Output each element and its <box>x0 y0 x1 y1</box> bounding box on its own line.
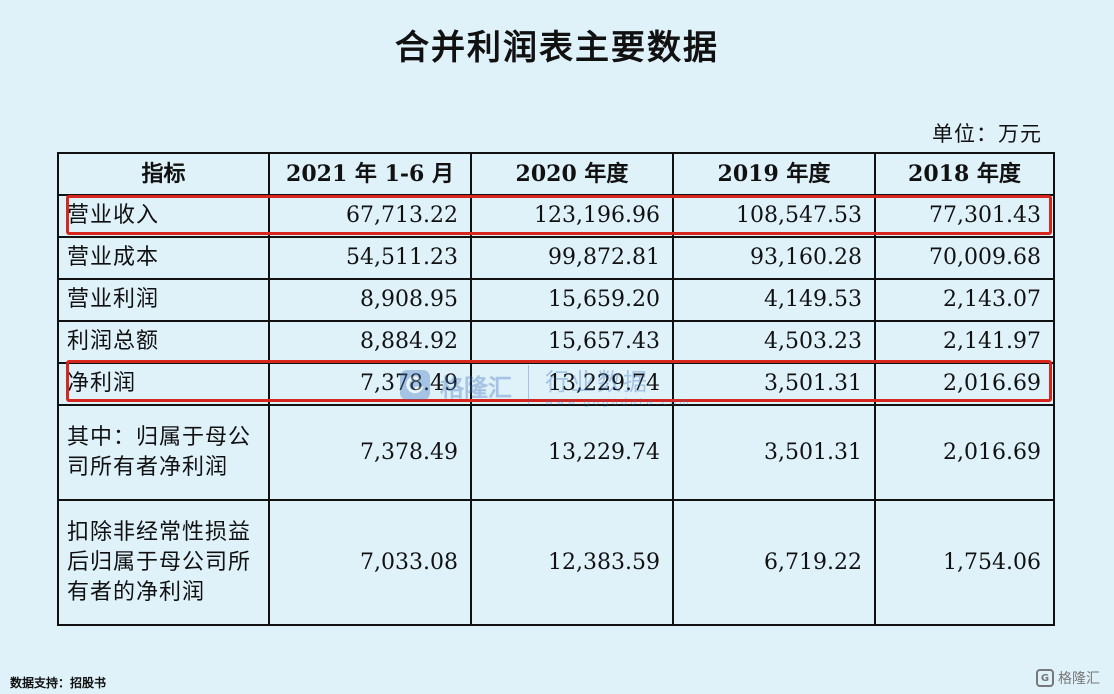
cell-value: 108,547.53 <box>672 194 876 238</box>
highlight-box-net-profit <box>66 360 1052 402</box>
row-label: 利润总额 <box>57 320 270 364</box>
table-header-row: 指标 2021 年 1-6 月 2020 年度 2019 年度 2018 年度 <box>57 152 1055 196</box>
row-label: 扣除非经常性损益后归属于母公司所有者的净利润 <box>57 499 270 626</box>
cell-value: 123,196.96 <box>470 194 674 238</box>
row-label: 营业成本 <box>57 236 270 280</box>
cell-value: 8,908.95 <box>268 278 472 322</box>
cell-value: 2,143.07 <box>874 278 1055 322</box>
unit-label: 单位：万元 <box>932 122 1042 146</box>
row-label: 营业利润 <box>57 278 270 322</box>
cell-value: 77,301.43 <box>874 194 1055 238</box>
table-row: 净利润 7,378.49 13,229.74 3,501.31 2,016.69 <box>57 362 1055 406</box>
cell-value: 15,657.43 <box>470 320 674 364</box>
cell-value: 1,754.06 <box>874 499 1055 626</box>
source-note: 数据支持：招股书 <box>10 676 107 690</box>
table-row: 利润总额 8,884.92 15,657.43 4,503.23 2,141.9… <box>57 320 1055 364</box>
table-row: 其中：归属于母公司所有者净利润 7,378.49 13,229.74 3,501… <box>57 404 1055 501</box>
highlight-box-revenue <box>66 195 1052 235</box>
row-label: 净利润 <box>57 362 270 406</box>
table-row: 营业收入 67,713.22 123,196.96 108,547.53 77,… <box>57 194 1055 238</box>
cell-value: 3,501.31 <box>672 404 876 501</box>
table-row: 营业利润 8,908.95 15,659.20 4,149.53 2,143.0… <box>57 278 1055 322</box>
page-title: 合并利润表主要数据 <box>395 28 719 68</box>
cell-value: 6,719.22 <box>672 499 876 626</box>
cell-value: 8,884.92 <box>268 320 472 364</box>
cell-value: 67,713.22 <box>268 194 472 238</box>
cell-value: 99,872.81 <box>470 236 674 280</box>
corner-logo-text: 格隆汇 <box>1058 671 1100 687</box>
table-row: 营业成本 54,511.23 99,872.81 93,160.28 70,00… <box>57 236 1055 280</box>
cell-value: 2,016.69 <box>874 404 1055 501</box>
cell-value: 13,229.74 <box>470 404 674 501</box>
cell-value: 93,160.28 <box>672 236 876 280</box>
cell-value: 70,009.68 <box>874 236 1055 280</box>
header-2021h1: 2021 年 1-6 月 <box>268 152 472 196</box>
header-2019: 2019 年度 <box>672 152 876 196</box>
row-label: 营业收入 <box>57 194 270 238</box>
cell-value: 13,229.74 <box>470 362 674 406</box>
table-row: 扣除非经常性损益后归属于母公司所有者的净利润 7,033.08 12,383.5… <box>57 499 1055 626</box>
header-2020: 2020 年度 <box>470 152 674 196</box>
gelonghui-mark-icon: G <box>1036 669 1054 687</box>
financial-table: 指标 2021 年 1-6 月 2020 年度 2019 年度 2018 年度 … <box>57 152 1055 626</box>
corner-logo: G 格隆汇 <box>1036 668 1100 688</box>
cell-value: 7,033.08 <box>268 499 472 626</box>
header-2018: 2018 年度 <box>874 152 1055 196</box>
row-label: 其中：归属于母公司所有者净利润 <box>57 404 270 501</box>
cell-value: 54,511.23 <box>268 236 472 280</box>
cell-value: 4,503.23 <box>672 320 876 364</box>
cell-value: 7,378.49 <box>268 362 472 406</box>
cell-value: 3,501.31 <box>672 362 876 406</box>
cell-value: 15,659.20 <box>470 278 674 322</box>
cell-value: 4,149.53 <box>672 278 876 322</box>
cell-value: 12,383.59 <box>470 499 674 626</box>
cell-value: 2,141.97 <box>874 320 1055 364</box>
header-indicator: 指标 <box>57 152 270 196</box>
cell-value: 2,016.69 <box>874 362 1055 406</box>
cell-value: 7,378.49 <box>268 404 472 501</box>
